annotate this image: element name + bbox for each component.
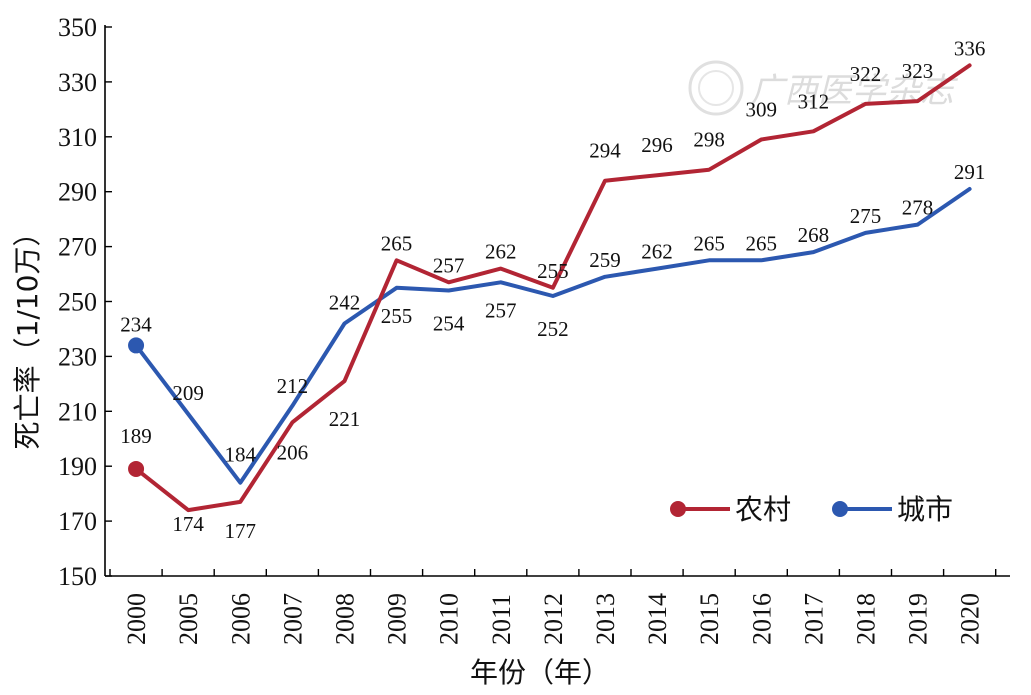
legend: 农村 城市 <box>670 493 953 526</box>
legend-swatch-marker <box>832 501 848 517</box>
data-label: 336 <box>954 36 986 60</box>
x-ticks: 2000 2005 2006 2007 2008 2009 2010 2011 2012 2013… <box>109 569 997 645</box>
data-label: 252 <box>537 317 569 341</box>
y-ticks: 150 170 190 210 230 250 270 290 310 330 350 <box>58 13 112 591</box>
x-tick-label: 2020 <box>956 593 985 645</box>
series-line-rural <box>134 63 972 513</box>
watermark-text: 广西医学杂志 <box>750 71 959 111</box>
series-lines <box>128 63 972 513</box>
data-label: 255 <box>381 304 413 328</box>
y-tick-label: 290 <box>58 178 97 207</box>
data-label: 262 <box>641 240 673 264</box>
data-label: 257 <box>433 253 465 277</box>
x-tick-label: 2008 <box>330 593 359 645</box>
x-tick-label: 2017 <box>799 593 828 645</box>
x-tick-label: 2013 <box>591 593 620 645</box>
y-tick-label: 170 <box>58 507 97 536</box>
x-tick-label: 2006 <box>226 593 255 645</box>
data-label: 221 <box>329 407 361 431</box>
y-tick-label: 330 <box>58 68 97 97</box>
legend-swatch-marker <box>670 501 686 517</box>
data-label: 209 <box>172 381 204 405</box>
x-axis-title: 年份（年） <box>470 656 610 689</box>
y-tick-label: 270 <box>58 233 97 262</box>
data-label: 184 <box>225 443 257 467</box>
data-label: 268 <box>798 223 830 247</box>
y-tick-label: 190 <box>58 452 97 481</box>
data-label: 174 <box>172 512 204 536</box>
legend-label: 城市 <box>897 493 953 526</box>
x-tick-label: 2007 <box>278 593 307 645</box>
series-line-urban <box>134 187 972 485</box>
axes <box>104 25 1010 577</box>
watermark: 广西医学杂志 <box>688 60 959 116</box>
data-label: 322 <box>850 62 882 86</box>
data-label: 298 <box>693 128 725 152</box>
data-label: 294 <box>589 139 621 163</box>
data-label: 296 <box>641 133 673 157</box>
data-label: 177 <box>225 519 257 543</box>
data-label: 257 <box>485 298 517 322</box>
x-tick-label: 2018 <box>851 593 880 645</box>
data-label: 278 <box>902 196 934 220</box>
journal-seal-icon <box>688 60 744 116</box>
data-label: 259 <box>589 248 621 272</box>
data-label: 291 <box>954 160 986 184</box>
x-tick-label: 2012 <box>539 593 568 645</box>
data-label: 265 <box>381 231 413 255</box>
data-label: 212 <box>277 374 309 398</box>
series-start-marker <box>128 460 145 477</box>
y-tick-label: 310 <box>58 123 97 152</box>
y-tick-label: 150 <box>58 562 97 591</box>
x-tick-label: 2019 <box>904 593 933 645</box>
legend-label: 农村 <box>735 493 791 526</box>
data-label: 323 <box>902 59 934 83</box>
y-tick-label: 350 <box>58 13 97 42</box>
series-start-marker <box>128 337 145 354</box>
x-tick-label: 2010 <box>435 593 464 645</box>
x-tick-label: 2000 <box>122 593 151 645</box>
data-label: 255 <box>537 259 569 283</box>
y-tick-label: 250 <box>58 288 97 317</box>
data-label: 312 <box>798 89 830 113</box>
data-label: 265 <box>693 231 725 255</box>
y-tick-label: 210 <box>58 397 97 426</box>
data-label: 262 <box>485 240 517 264</box>
data-labels: 189 174 177 206 221 265 257 262 255 294 296 298 309 3… <box>120 36 985 542</box>
x-tick-label: 2009 <box>383 593 412 645</box>
y-tick-label: 230 <box>58 342 97 371</box>
data-label: 275 <box>850 204 882 228</box>
data-label: 265 <box>746 231 778 255</box>
journal-seal-inner-ring <box>698 70 734 106</box>
data-label: 206 <box>277 440 309 464</box>
data-label: 234 <box>120 312 152 336</box>
x-tick-label: 2011 <box>487 594 516 645</box>
data-label: 254 <box>433 312 465 336</box>
x-tick-label: 2014 <box>643 593 672 645</box>
x-tick-label: 2016 <box>747 593 776 645</box>
data-label: 189 <box>120 424 152 448</box>
x-tick-label: 2005 <box>174 593 203 645</box>
x-tick-label: 2015 <box>695 593 724 645</box>
y-axis-title: 死亡率（1/10万） <box>11 219 44 450</box>
data-label: 242 <box>329 290 361 314</box>
data-label: 309 <box>746 98 778 122</box>
